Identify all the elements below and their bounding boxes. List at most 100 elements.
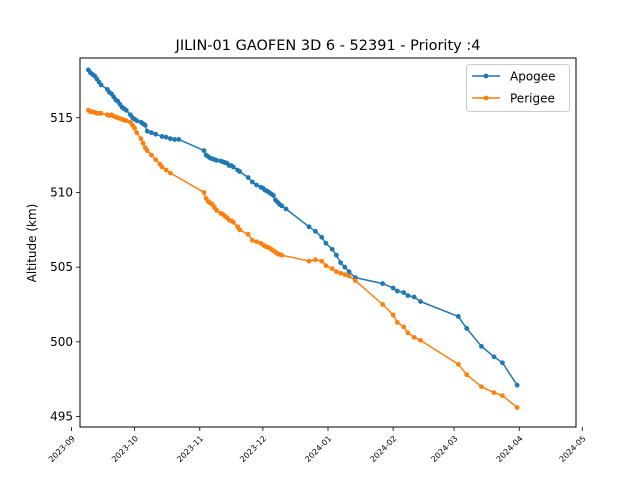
apogee-point — [334, 252, 339, 258]
apogee-point — [142, 122, 148, 128]
perigee-point — [237, 227, 243, 233]
perigee-point — [329, 266, 335, 272]
apogee-point — [245, 175, 251, 180]
apogee-point — [329, 246, 335, 252]
perigee-point — [352, 278, 358, 283]
perigee-point — [167, 170, 173, 176]
perigee-point — [464, 372, 470, 378]
y-tick-label: 505 — [50, 260, 73, 274]
perigee-point — [245, 231, 251, 237]
apogee-point — [338, 260, 344, 266]
y-axis: 495 500 505 510 515 — [50, 111, 80, 424]
y-tick-label: 515 — [50, 111, 73, 125]
apogee-point — [270, 193, 276, 198]
apogee-point — [394, 288, 400, 294]
perigee-point — [500, 393, 505, 399]
apogee-point — [249, 179, 255, 185]
perigee-point — [479, 384, 484, 390]
apogee-point — [144, 128, 150, 134]
apogee-point — [514, 382, 520, 388]
apogee-point — [254, 182, 259, 188]
perigee-point — [306, 258, 312, 264]
apogee-point — [134, 118, 140, 124]
plot-area — [86, 67, 520, 410]
apogee-point — [380, 281, 386, 286]
perigee-point — [163, 167, 169, 173]
perigee-point — [514, 405, 520, 410]
apogee-point — [346, 269, 352, 275]
perigee-point — [153, 157, 159, 162]
apogee-point — [237, 169, 243, 174]
perigee-point — [319, 258, 325, 264]
perigee-point — [312, 257, 318, 263]
apogee-point — [342, 264, 348, 270]
perigee-point — [323, 263, 329, 269]
legend-apogee-label: Apogee — [510, 70, 556, 84]
axes-frame — [79, 57, 577, 428]
perigee-point — [123, 118, 129, 124]
perigee-point — [132, 125, 138, 131]
perigee-point — [279, 252, 285, 258]
perigee-point — [411, 334, 417, 340]
perigee-point — [405, 330, 411, 336]
perigee-point — [338, 270, 344, 276]
apogee-point — [500, 360, 505, 366]
perigee-point — [334, 269, 339, 275]
perigee-point — [380, 302, 386, 307]
apogee-point — [390, 285, 396, 291]
legend-perigee-marker — [483, 95, 489, 101]
apogee-point — [323, 240, 329, 246]
perigee-point — [201, 190, 207, 195]
apogee-point — [159, 134, 165, 139]
apogee-point — [455, 314, 461, 319]
apogee-point — [279, 203, 285, 209]
apogee-point — [405, 293, 411, 298]
apogee-point — [401, 290, 407, 295]
apogee-point — [312, 228, 318, 234]
apogee-point — [283, 206, 289, 212]
y-tick-label: 495 — [50, 410, 73, 424]
perigee-point — [149, 152, 154, 158]
apogee-point — [176, 137, 182, 142]
apogee-point — [464, 326, 470, 331]
perigee-point — [134, 130, 140, 136]
perigee-point — [98, 110, 104, 116]
perigee-point — [140, 140, 146, 146]
legend: Apogee Perigee — [466, 64, 570, 112]
apogee-point — [319, 234, 325, 240]
perigee-point — [144, 148, 150, 154]
perigee-point — [249, 237, 255, 243]
perigee-point — [214, 207, 220, 213]
perigee-point — [418, 337, 423, 343]
apogee-point — [231, 164, 236, 170]
perigee-point — [254, 239, 259, 245]
apogee-point — [98, 82, 104, 88]
perigee-point — [491, 390, 497, 396]
apogee-point — [491, 354, 497, 360]
chart-title: JILIN-01 GAOFEN 3D 6 - 52391 - Priority … — [175, 38, 481, 54]
perigee-point — [401, 324, 407, 330]
apogee-point — [172, 137, 177, 142]
y-axis-label: Altitude (km) — [25, 204, 39, 283]
apogee-point — [306, 224, 312, 230]
y-tick-label: 510 — [50, 185, 73, 199]
apogee-point — [123, 107, 129, 113]
y-tick-label: 500 — [50, 335, 73, 349]
apogee-point — [163, 134, 169, 140]
legend-apogee-marker — [483, 73, 489, 79]
apogee-point — [411, 294, 417, 300]
apogee-point — [149, 130, 154, 136]
legend-perigee-label: Perigee — [510, 92, 555, 106]
apogee-point — [153, 131, 159, 137]
apogee-point — [214, 157, 220, 163]
perigee-point — [231, 219, 236, 225]
apogee-point — [479, 343, 484, 349]
perigee-point — [159, 164, 165, 170]
perigee-point — [455, 361, 461, 367]
perigee-point — [394, 320, 400, 325]
apogee-point — [418, 299, 423, 304]
apogee-point — [167, 136, 173, 142]
perigee-point — [390, 312, 396, 318]
perigee-point — [342, 272, 348, 278]
